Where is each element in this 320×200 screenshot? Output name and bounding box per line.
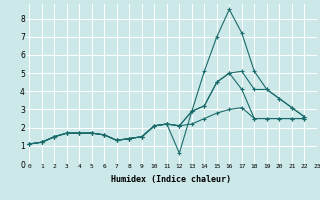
X-axis label: Humidex (Indice chaleur): Humidex (Indice chaleur) (111, 175, 231, 184)
